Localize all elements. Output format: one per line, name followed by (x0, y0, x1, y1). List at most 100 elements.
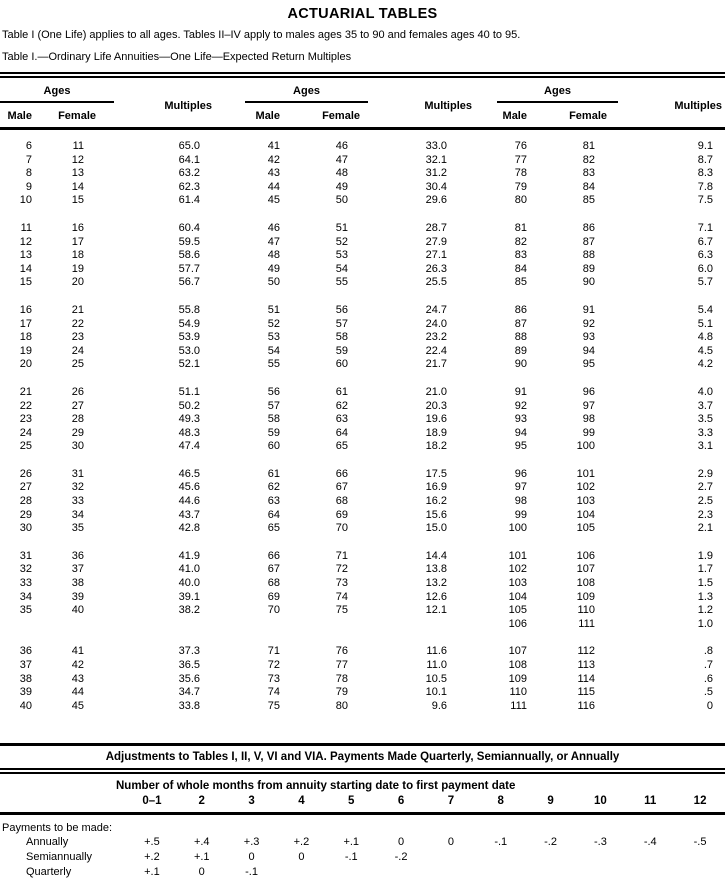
adjustment-value-cell (326, 865, 376, 880)
age-female-cell: 81 (582, 140, 595, 152)
multiple-cell: 43.7 (178, 508, 200, 521)
age-female-cell: 19 (71, 262, 84, 275)
multiple-cell: 42.8 (178, 522, 200, 535)
age-female-cell: 50 (335, 194, 348, 207)
multiple-cell: 65.0 (178, 140, 200, 152)
table-row: 38 43 35.6 73 78 10.5 109 114 .6 (0, 673, 725, 687)
adjustments-table: Adjustments to Tables I, II, V, VI and V… (0, 746, 725, 880)
table-row: 9 14 62.3 44 49 30.4 79 84 7.8 (0, 181, 725, 195)
multiple-cell: 13.2 (425, 577, 447, 590)
multiple-cell: 48.3 (178, 426, 200, 439)
adjustment-value-cell: -.2 (544, 836, 557, 849)
table-row: 36 41 37.3 71 76 11.6 107 112 .8 (0, 645, 725, 659)
age-male-cell: 31 (19, 549, 32, 562)
age-male-cell: 93 (514, 413, 527, 426)
age-male-cell: 45 (267, 194, 280, 207)
age-female-cell: 56 (335, 303, 348, 316)
age-female-cell: 13 (71, 167, 84, 180)
age-female-cell: 14 (71, 180, 84, 193)
age-male-cell: 55 (267, 358, 280, 371)
age-female-cell: 112 (577, 645, 595, 658)
adjustment-value-cell (426, 850, 476, 865)
multiple-cell: 24.0 (425, 317, 447, 330)
multiple-cell: 6.7 (697, 235, 713, 248)
multiple-cell: 3.3 (697, 426, 713, 439)
multiple-cell: 15.0 (425, 522, 447, 535)
age-male-cell: 34 (19, 590, 32, 603)
age-female-cell: 74 (335, 590, 348, 603)
age-male-cell: 97 (514, 481, 527, 494)
adjustment-value-cell: -.1 (494, 836, 508, 849)
age-female-cell: 45 (71, 699, 84, 712)
table-row: 23 28 49.3 58 63 19.6 93 98 3.5 (0, 413, 725, 427)
multiples-header: Multiples (424, 100, 472, 112)
age-male-cell: 38 (19, 672, 32, 685)
payment-row: Annually +.5 +.4 +.3 +.2 +.1 0 0 -.1 -.2 -.3 -.4 -.5 (0, 835, 725, 850)
multiple-cell: 33.8 (178, 699, 200, 712)
adjustment-value-cell: -.4 (643, 836, 657, 849)
age-male-cell: 105 (508, 604, 527, 617)
multiple-cell: 9.1 (697, 140, 713, 152)
multiple-cell: 26.3 (425, 262, 447, 275)
female-header: Female (569, 110, 607, 122)
adjustment-value-cell (426, 865, 476, 880)
table-row: 12 17 59.5 47 52 27.9 82 87 6.7 (0, 236, 725, 250)
age-female-cell: 38 (71, 577, 84, 590)
multiple-cell: 21.0 (425, 385, 447, 398)
multiple-cell: 5.4 (697, 303, 713, 316)
adjustment-value-cell (276, 865, 326, 880)
age-male-cell: 67 (267, 563, 280, 576)
age-male-cell: 56 (267, 385, 280, 398)
adjustments-double-divider (0, 768, 725, 775)
age-male-cell: 29 (19, 508, 32, 521)
age-female-cell: 99 (582, 426, 595, 439)
payment-row: Quarterly +.1 0 -.1 (0, 865, 725, 880)
age-male-cell: 96 (514, 467, 527, 480)
age-female-cell: 52 (335, 235, 348, 248)
multiple-cell: 11.0 (426, 659, 447, 671)
multiple-cell: 7.5 (697, 194, 713, 207)
age-male-cell: 98 (514, 495, 527, 508)
adjustment-value-cell (675, 865, 725, 880)
age-female-cell: 27 (71, 399, 84, 412)
row-block: 36 41 37.3 71 76 11.6 107 112 .8 37 42 36.5 72 77 11.0… (0, 645, 725, 713)
age-male-cell: 20 (19, 358, 32, 371)
age-female-cell: 39 (71, 590, 84, 603)
age-male-cell: 47 (267, 235, 280, 248)
table-row: 24 29 48.3 59 64 18.9 94 99 3.3 (0, 427, 725, 441)
age-male-cell: 21 (19, 385, 32, 398)
age-male-cell: 101 (508, 549, 527, 562)
table-row: 19 24 53.0 54 59 22.4 89 94 4.5 (0, 345, 725, 359)
adjustment-value-cell: +.4 (193, 836, 210, 849)
age-female-cell: 37 (71, 563, 84, 576)
age-female-cell: 60 (335, 358, 348, 371)
multiple-cell: 61.4 (178, 194, 200, 207)
age-male-cell: 51 (267, 303, 280, 316)
adjustment-value-cell (625, 850, 675, 865)
age-male-cell: 57 (267, 399, 280, 412)
age-female-cell: 25 (71, 358, 84, 371)
multiple-cell: 63.2 (178, 167, 200, 180)
age-female-cell: 76 (335, 645, 348, 658)
table-row: 35 40 38.2 70 75 12.1 105 110 1.2 (0, 604, 725, 618)
age-female-cell: 49 (335, 180, 348, 193)
adjustment-value-cell: +.2 (144, 851, 160, 864)
age-female-cell: 44 (71, 686, 84, 699)
age-male-cell: 87 (514, 317, 527, 330)
age-female-cell: 107 (576, 563, 595, 576)
payment-row: Semiannually +.2 +.1 0 0 -.1 -.2 (0, 850, 725, 865)
ages-header: Ages (497, 85, 618, 103)
adjustment-value-cell (526, 850, 576, 865)
multiple-cell: 60.4 (178, 221, 200, 234)
multiple-cell: 22.4 (425, 344, 447, 357)
table-row: 29 34 43.7 64 69 15.6 99 104 2.3 (0, 509, 725, 523)
main-table: Ages Multiples Ages Multiples Ages Multi… (0, 78, 725, 743)
table-row: 10 15 61.4 45 50 29.6 80 85 7.5 (0, 194, 725, 208)
age-female-cell: 91 (582, 303, 595, 316)
multiple-cell: 2.9 (697, 467, 713, 480)
age-female-cell: 98 (582, 413, 595, 426)
intro-text: Table I (One Life) applies to all ages. … (2, 29, 521, 41)
adjustment-value-cell: -.5 (693, 836, 707, 849)
multiple-cell: 4.2 (697, 358, 713, 371)
age-male-cell: 107 (508, 645, 527, 658)
